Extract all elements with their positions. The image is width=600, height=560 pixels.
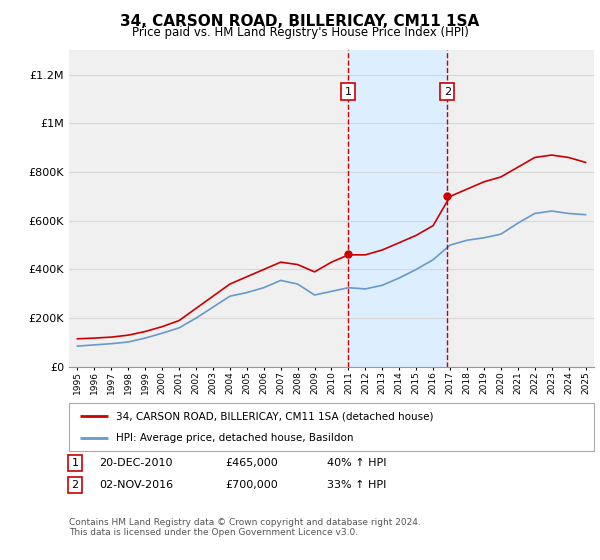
Text: 20-DEC-2010: 20-DEC-2010 <box>99 458 173 468</box>
Text: 34, CARSON ROAD, BILLERICAY, CM11 1SA (detached house): 34, CARSON ROAD, BILLERICAY, CM11 1SA (d… <box>116 411 434 421</box>
FancyBboxPatch shape <box>69 403 594 451</box>
Text: Price paid vs. HM Land Registry's House Price Index (HPI): Price paid vs. HM Land Registry's House … <box>131 26 469 39</box>
Text: 1: 1 <box>71 458 79 468</box>
Text: 1: 1 <box>344 87 352 96</box>
Text: 33% ↑ HPI: 33% ↑ HPI <box>327 480 386 490</box>
Text: 40% ↑ HPI: 40% ↑ HPI <box>327 458 386 468</box>
Text: 34, CARSON ROAD, BILLERICAY, CM11 1SA: 34, CARSON ROAD, BILLERICAY, CM11 1SA <box>121 14 479 29</box>
Bar <box>348 50 448 367</box>
Text: Contains HM Land Registry data © Crown copyright and database right 2024.
This d: Contains HM Land Registry data © Crown c… <box>69 518 421 538</box>
Text: HPI: Average price, detached house, Basildon: HPI: Average price, detached house, Basi… <box>116 433 354 443</box>
Text: 02-NOV-2016: 02-NOV-2016 <box>99 480 173 490</box>
Text: 2: 2 <box>71 480 79 490</box>
Text: £700,000: £700,000 <box>225 480 278 490</box>
Text: £465,000: £465,000 <box>225 458 278 468</box>
Text: 2: 2 <box>444 87 451 96</box>
